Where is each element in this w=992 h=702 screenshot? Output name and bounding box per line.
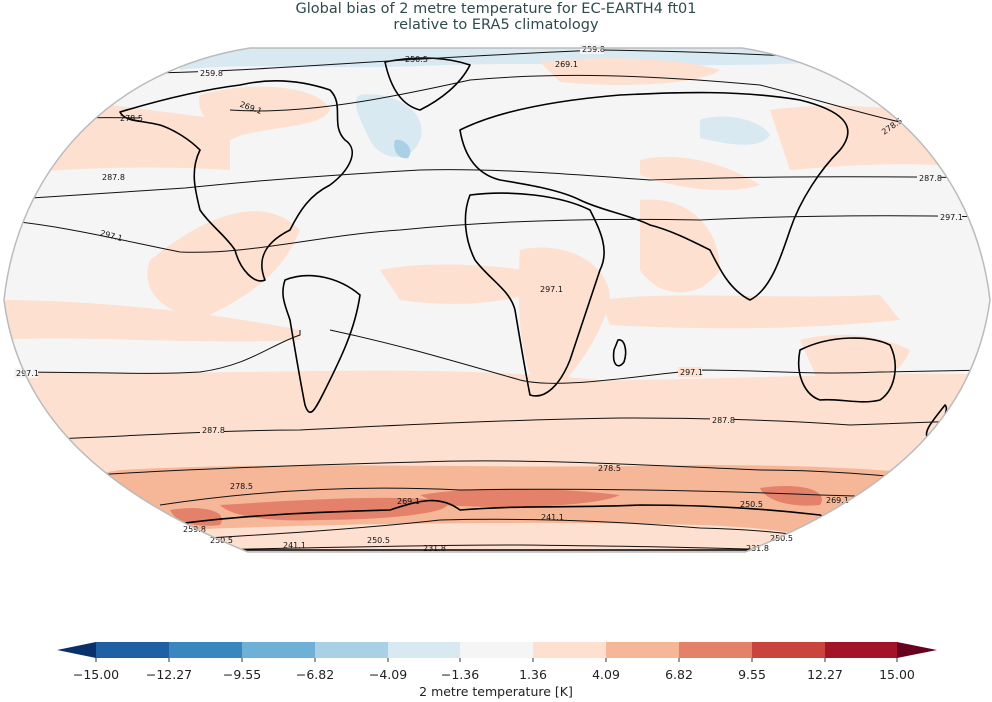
contour-label: 241.1	[283, 541, 306, 550]
contour-label: 269.1	[555, 60, 578, 69]
colorbar-tick: −4.09	[368, 667, 408, 682]
contour-label: 297.1	[540, 285, 563, 294]
colorbar-extend-low	[57, 642, 96, 658]
chart-title-line2: relative to ERA5 climatology	[393, 17, 599, 33]
colorbar-tick: −12.27	[145, 667, 193, 682]
contour-label: 269.1	[397, 497, 420, 506]
colorbar-tick: 9.55	[738, 667, 766, 682]
colorbar-label: 2 metre temperature [K]	[419, 684, 573, 699]
contour-label: 297.1	[940, 213, 963, 222]
colorbar-tick: −1.36	[440, 667, 480, 682]
coastlines	[119, 57, 947, 551]
contour-label: 241.1	[541, 513, 564, 522]
contour-label: 278.5	[120, 114, 143, 123]
contour-label: 278.5	[230, 482, 253, 491]
chart-title-line1: Global bias of 2 metre temperature for E…	[295, 1, 697, 17]
contour-label: 250.5	[740, 500, 763, 509]
contour-label: 250.5	[405, 55, 428, 64]
colorbar-extend-high	[897, 642, 937, 658]
colorbar	[57, 642, 937, 662]
colorbar-tick: 6.82	[665, 667, 693, 682]
contour-label: 297.1	[16, 369, 39, 378]
colorbar-tick: 15.00	[879, 667, 915, 682]
contour-label: 287.8	[102, 173, 125, 182]
contour-label: 278.5	[598, 464, 621, 473]
contour-label: 259.8	[582, 45, 605, 54]
contour-label: 250.5	[770, 534, 793, 543]
contour-labels: 259.8 259.8 250.5 269.1 269.1 278.5 278.…	[14, 44, 963, 553]
colorbar-tick: −15.00	[72, 667, 120, 682]
contour-label: 250.5	[367, 536, 390, 545]
contour-label: 287.8	[202, 426, 225, 435]
contour-label: 269.1	[826, 496, 849, 505]
contour-label: 287.8	[919, 174, 942, 183]
contour-label: 231.8	[423, 544, 446, 553]
world-map-plot: 259.8 259.8 250.5 269.1 269.1 278.5 278.…	[3, 44, 991, 553]
contour-label: 287.8	[712, 416, 735, 425]
colorbar-tick: 12.27	[807, 667, 843, 682]
contour-label: 259.8	[183, 525, 206, 534]
colorbar-tick: 1.36	[519, 667, 547, 682]
colorbar-tick: 4.09	[592, 667, 620, 682]
contour-label: 297.1	[680, 368, 703, 377]
colorbar-tick: −9.55	[222, 667, 262, 682]
map-boundary	[3, 47, 991, 553]
contour-label: 259.8	[200, 69, 223, 78]
colorbar-tick: −6.82	[295, 667, 335, 682]
contour-label: 231.8	[746, 544, 769, 553]
